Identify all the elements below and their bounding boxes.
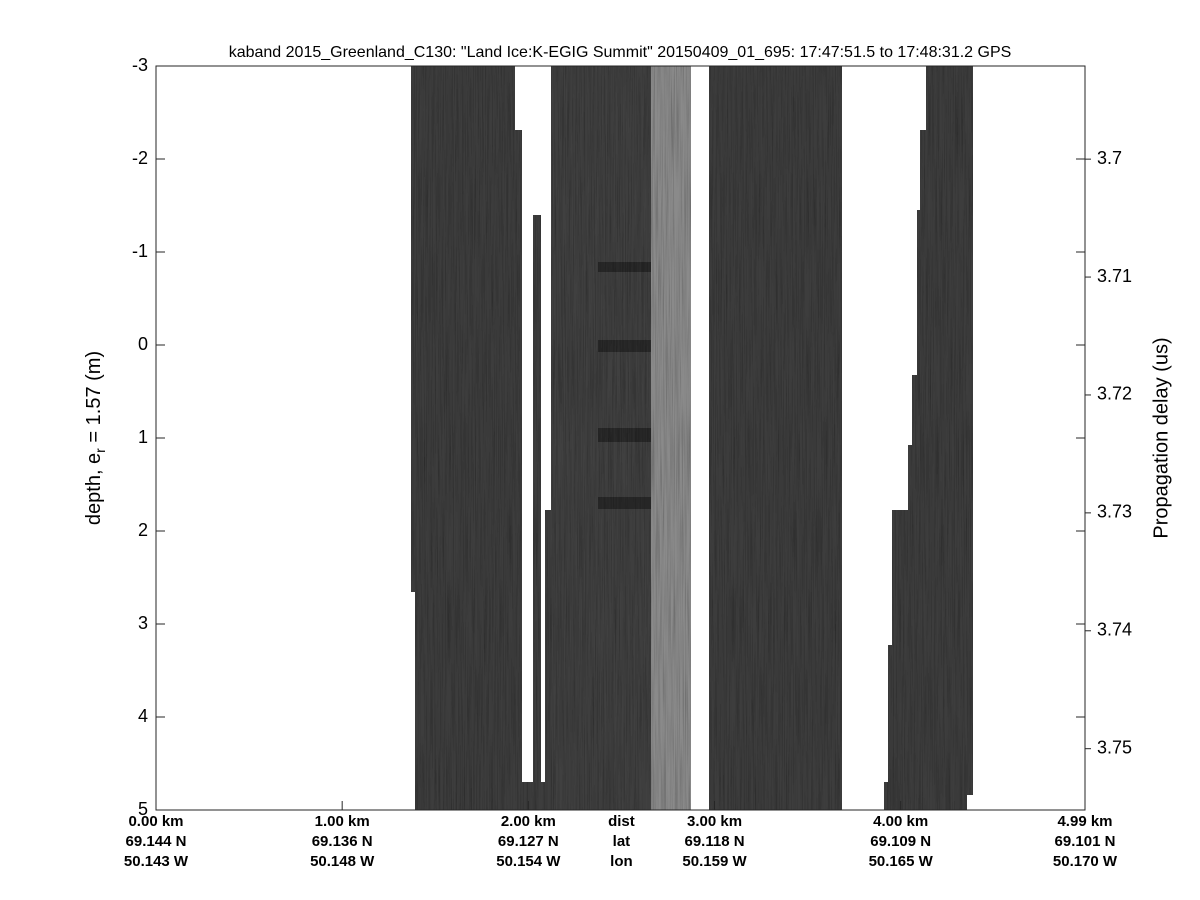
x-tick-label: 3.00 km <box>687 813 742 830</box>
echogram-layers <box>598 262 651 509</box>
y2-tick-label: 3.72 <box>1097 384 1132 404</box>
echogram-strip <box>651 66 691 810</box>
y2-tick-label: 3.75 <box>1097 737 1132 757</box>
lat-label: 69.101 N <box>1055 833 1116 850</box>
echogram-strip <box>415 592 515 810</box>
lon-label: 50.143 W <box>124 853 189 870</box>
y-tick-label: -3 <box>132 55 148 75</box>
y-tick-label: 0 <box>138 334 148 354</box>
echogram-strip <box>709 66 842 810</box>
y-tick-label: 1 <box>138 427 148 447</box>
row-name: lat <box>613 833 631 850</box>
y2-tick-label: 3.73 <box>1097 502 1132 522</box>
echogram-strip <box>411 66 515 592</box>
y-axis-label-sub: r <box>92 448 108 453</box>
lon-label: 50.159 W <box>682 853 747 870</box>
y-axis-label-part: depth, e <box>83 453 105 525</box>
lon-label: 50.170 W <box>1053 853 1118 870</box>
lat-label: 69.118 N <box>684 833 744 850</box>
y-axis-label: depth, er = 1.57 (m) <box>83 351 107 525</box>
y2-tick-label: 3.71 <box>1097 266 1132 286</box>
lat-label: 69.144 N <box>126 833 187 850</box>
lat-label: 69.136 N <box>312 833 373 850</box>
x-tick-label: 2.00 km <box>501 813 556 830</box>
echogram-strip <box>515 130 522 810</box>
y-tick-label: -1 <box>132 241 148 261</box>
x-tick-label: 0.00 km <box>128 813 183 830</box>
chart-title: kaband 2015_Greenland_C130: "Land Ice:K-… <box>229 44 1012 61</box>
lat-label: 69.109 N <box>870 833 931 850</box>
x-tick-label: 1.00 km <box>315 813 370 830</box>
y-tick-label: -2 <box>132 148 148 168</box>
y2-axis-label: Propagation delay (us) <box>1150 337 1172 538</box>
y-tick-label: 4 <box>138 706 148 726</box>
lat-label: 69.127 N <box>498 833 559 850</box>
y2-tick-label: 3.7 <box>1097 148 1122 168</box>
lon-label: 50.148 W <box>310 853 375 870</box>
row-name: lon <box>610 853 633 870</box>
x-tick-label: 4.00 km <box>873 813 928 830</box>
y-tick-label: 3 <box>138 613 148 633</box>
echogram-strip <box>884 66 973 810</box>
y-axis-label-part: = 1.57 (m) <box>83 351 105 448</box>
echogram-strip <box>545 510 551 810</box>
y-tick-label: 2 <box>138 520 148 540</box>
x-tick-label: 4.99 km <box>1057 813 1112 830</box>
echogram <box>411 66 973 810</box>
lon-label: 50.165 W <box>869 853 934 870</box>
y-tick-label: 5 <box>138 799 148 819</box>
echogram-strip <box>533 215 541 810</box>
row-name: dist <box>608 813 635 830</box>
y2-tick-label: 3.74 <box>1097 620 1132 640</box>
lon-label: 50.154 W <box>496 853 561 870</box>
